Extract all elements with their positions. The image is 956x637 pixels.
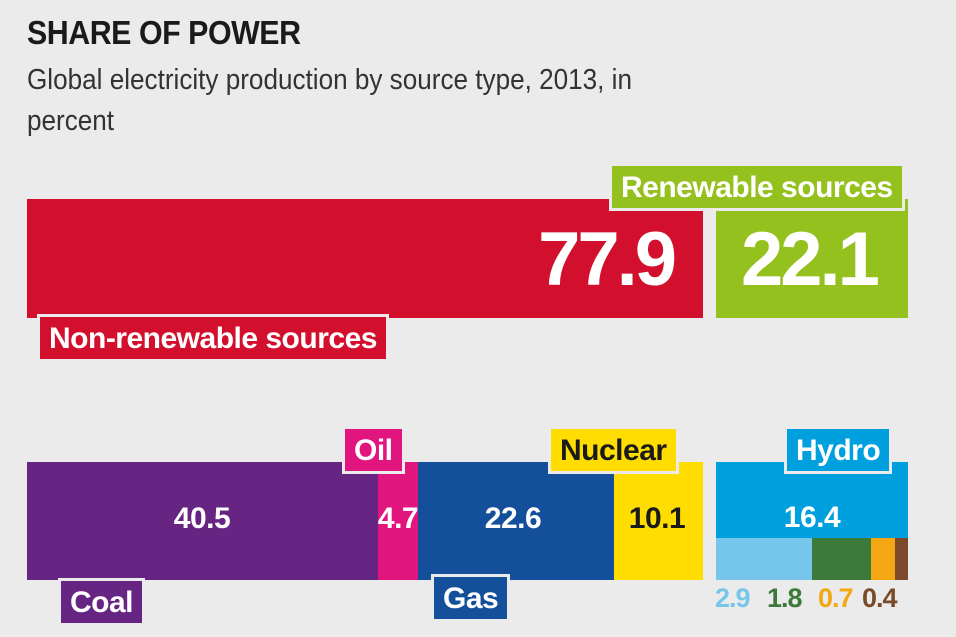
- tag-nuclear: Nuclear: [548, 426, 679, 474]
- label-hydro-value: 16.4: [783, 501, 841, 534]
- segment-hydro: [716, 462, 908, 538]
- segment-gas: [418, 462, 614, 580]
- label-renewable-total: 22.1: [741, 217, 880, 302]
- segment-coal: [27, 462, 378, 580]
- segment-renewable-small-4: [895, 538, 908, 580]
- label-oil-value: 4.7: [377, 502, 419, 535]
- segment-renewable-small-2: [812, 538, 871, 580]
- label-coal-value: 40.5: [173, 502, 231, 535]
- chart-subtitle: Global electricity production by source …: [27, 64, 632, 137]
- tag-gas: Gas: [431, 574, 511, 622]
- tag-coal: Coal: [58, 578, 146, 626]
- tag-oil: Oil: [342, 426, 405, 474]
- bar-renewable: [716, 199, 908, 318]
- label-renewable-small-1-value: 2.9: [715, 583, 751, 613]
- tag-renewable-sources: Renewable sources: [609, 163, 905, 211]
- tag-non-renewable-sources: Non-renewable sources: [37, 314, 389, 362]
- label-gas-value: 22.6: [484, 502, 542, 535]
- segment-renewable-small-1: [716, 538, 812, 580]
- bar-non-renewable: [27, 199, 703, 318]
- segment-oil: [378, 462, 418, 580]
- segment-renewable-small-3: [871, 538, 895, 580]
- label-non-renewable-total: 77.9: [538, 217, 677, 302]
- tag-hydro: Hydro: [784, 426, 893, 474]
- label-renewable-small-3-value: 0.7: [818, 583, 854, 613]
- label-nuclear-value: 10.1: [628, 502, 686, 535]
- label-renewable-small-4-value: 0.4: [862, 583, 898, 613]
- label-renewable-small-2-value: 1.8: [767, 583, 803, 613]
- chart-title: SHARE OF POWER: [27, 14, 301, 51]
- segment-nuclear: [614, 462, 703, 580]
